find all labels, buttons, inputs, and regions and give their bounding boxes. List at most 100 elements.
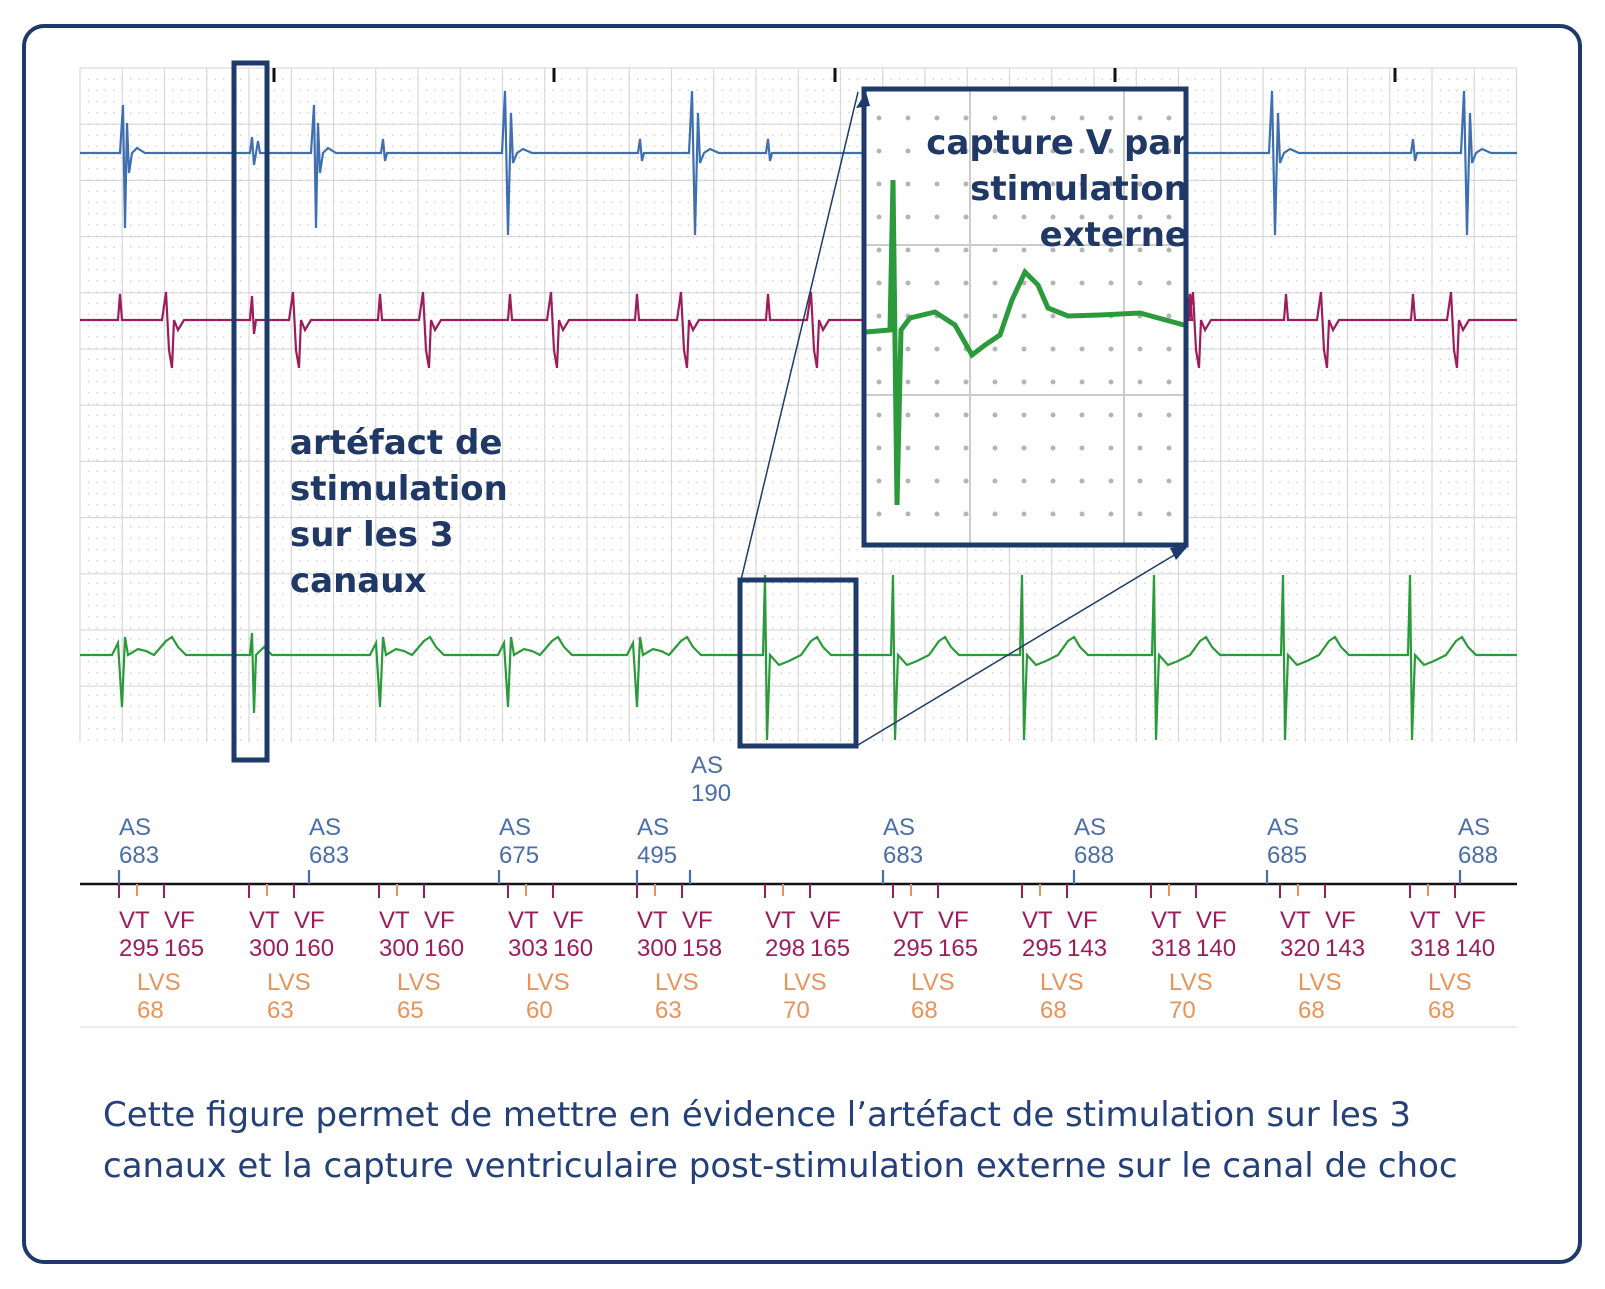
vt-marker-value: 300 <box>637 935 677 962</box>
vf-marker-label: VF <box>164 907 195 934</box>
lvs-marker-value: 68 <box>137 997 164 1024</box>
lvs-marker-label: LVS <box>526 969 570 996</box>
lvs-marker-label: LVS <box>655 969 699 996</box>
vf-marker-value: 165 <box>810 935 850 962</box>
as-marker-value: 675 <box>499 842 539 869</box>
vt-marker-label: VT <box>1410 907 1441 934</box>
vt-marker-value: 320 <box>1280 935 1320 962</box>
vt-marker-value: 295 <box>893 935 933 962</box>
lvs-marker-value: 68 <box>911 997 938 1024</box>
zoom-connector-top <box>740 91 859 581</box>
vt-marker-label: VT <box>1151 907 1182 934</box>
vt-marker-label: VT <box>379 907 410 934</box>
vt-marker-value: 318 <box>1151 935 1191 962</box>
lvs-marker-value: 70 <box>783 997 810 1024</box>
zoom-inset <box>861 86 1189 548</box>
vt-marker-label: VT <box>1280 907 1311 934</box>
figure-frame <box>22 24 1582 1264</box>
vf-marker-label: VF <box>294 907 325 934</box>
vf-marker-value: 140 <box>1455 935 1495 962</box>
vt-marker-value: 295 <box>1022 935 1062 962</box>
vf-marker-value: 143 <box>1325 935 1365 962</box>
vt-marker-label: VT <box>508 907 539 934</box>
zoom-inset-border <box>861 86 1189 548</box>
lvs-marker-label: LVS <box>397 969 441 996</box>
capture-annotation: capture V par stimulation externe <box>926 123 1188 255</box>
as-marker-label: AS <box>1074 814 1106 841</box>
vf-marker-label: VF <box>1455 907 1486 934</box>
vt-marker-value: 318 <box>1410 935 1450 962</box>
as-upper-value: 190 <box>691 780 731 807</box>
lvs-marker-value: 68 <box>1298 997 1325 1024</box>
as-marker-label: AS <box>499 814 531 841</box>
vt-marker-value: 295 <box>119 935 159 962</box>
as-marker-value: 685 <box>1267 842 1307 869</box>
vf-marker-label: VF <box>810 907 841 934</box>
lvs-marker-value: 68 <box>1428 997 1455 1024</box>
zoom-inset-grid <box>864 89 1186 545</box>
artefact-highlight-box <box>231 60 270 763</box>
zoom-arrowhead-top <box>856 92 870 108</box>
atrial-channel-trace <box>80 90 1517 236</box>
vf-marker-value: 165 <box>938 935 978 962</box>
as-marker-label: AS <box>309 814 341 841</box>
as-marker-label: AS <box>119 814 151 841</box>
vt-marker-value: 298 <box>765 935 805 962</box>
ecg-grid <box>79 67 1518 742</box>
lvs-marker-value: 68 <box>1040 997 1067 1024</box>
vf-marker-label: VF <box>938 907 969 934</box>
vt-marker-label: VT <box>119 907 150 934</box>
lvs-marker-value: 70 <box>1169 997 1196 1024</box>
vt-marker-label: VT <box>637 907 668 934</box>
as-marker-value: 683 <box>309 842 349 869</box>
lvs-marker-value: 60 <box>526 997 553 1024</box>
vf-marker-label: VF <box>1067 907 1098 934</box>
as-marker-value: 683 <box>119 842 159 869</box>
lvs-marker-label: LVS <box>911 969 955 996</box>
vf-marker-label: VF <box>682 907 713 934</box>
as-marker-label: AS <box>1267 814 1299 841</box>
lvs-marker-label: LVS <box>1169 969 1213 996</box>
vt-marker-label: VT <box>1022 907 1053 934</box>
vt-marker-value: 303 <box>508 935 548 962</box>
figure-caption: Cette figure permet de mettre en évidenc… <box>103 1095 1458 1186</box>
zoom-inset-trace <box>865 179 1185 506</box>
vt-marker-value: 300 <box>379 935 419 962</box>
zoom-connector-bottom <box>857 547 1187 746</box>
vf-marker-label: VF <box>1325 907 1356 934</box>
marker-ticks <box>117 870 1462 898</box>
lvs-marker-value: 63 <box>267 997 294 1024</box>
as-upper-label: AS <box>691 752 723 779</box>
as-marker-label: AS <box>637 814 669 841</box>
marker-labels: AS683AS683AS675AS495AS683AS688AS685AS688… <box>119 752 1498 1024</box>
vf-marker-value: 158 <box>682 935 722 962</box>
vf-marker-value: 140 <box>1196 935 1236 962</box>
as-marker-value: 495 <box>637 842 677 869</box>
vf-marker-label: VF <box>553 907 584 934</box>
vf-marker-value: 160 <box>424 935 464 962</box>
vf-marker-label: VF <box>1196 907 1227 934</box>
lvs-marker-value: 65 <box>397 997 424 1024</box>
vt-marker-value: 300 <box>249 935 289 962</box>
artefact-annotation: artéfact de stimulation sur les 3 canaux <box>290 423 508 601</box>
vf-marker-value: 160 <box>553 935 593 962</box>
lvs-marker-label: LVS <box>1298 969 1342 996</box>
vf-marker-value: 165 <box>164 935 204 962</box>
as-marker-label: AS <box>883 814 915 841</box>
lvs-marker-label: LVS <box>1428 969 1472 996</box>
lvs-marker-label: LVS <box>137 969 181 996</box>
as-marker-value: 688 <box>1458 842 1498 869</box>
as-marker-label: AS <box>1458 814 1490 841</box>
vf-marker-value: 143 <box>1067 935 1107 962</box>
vt-marker-label: VT <box>893 907 924 934</box>
as-marker-value: 683 <box>883 842 923 869</box>
timeline-ticks <box>272 68 1397 82</box>
lvs-marker-value: 63 <box>655 997 682 1024</box>
lvs-marker-label: LVS <box>783 969 827 996</box>
as-marker-value: 688 <box>1074 842 1114 869</box>
vf-marker-label: VF <box>424 907 455 934</box>
ventricular-channel-trace <box>80 291 1517 369</box>
lvs-marker-label: LVS <box>267 969 311 996</box>
shock-channel-trace <box>80 574 1517 741</box>
